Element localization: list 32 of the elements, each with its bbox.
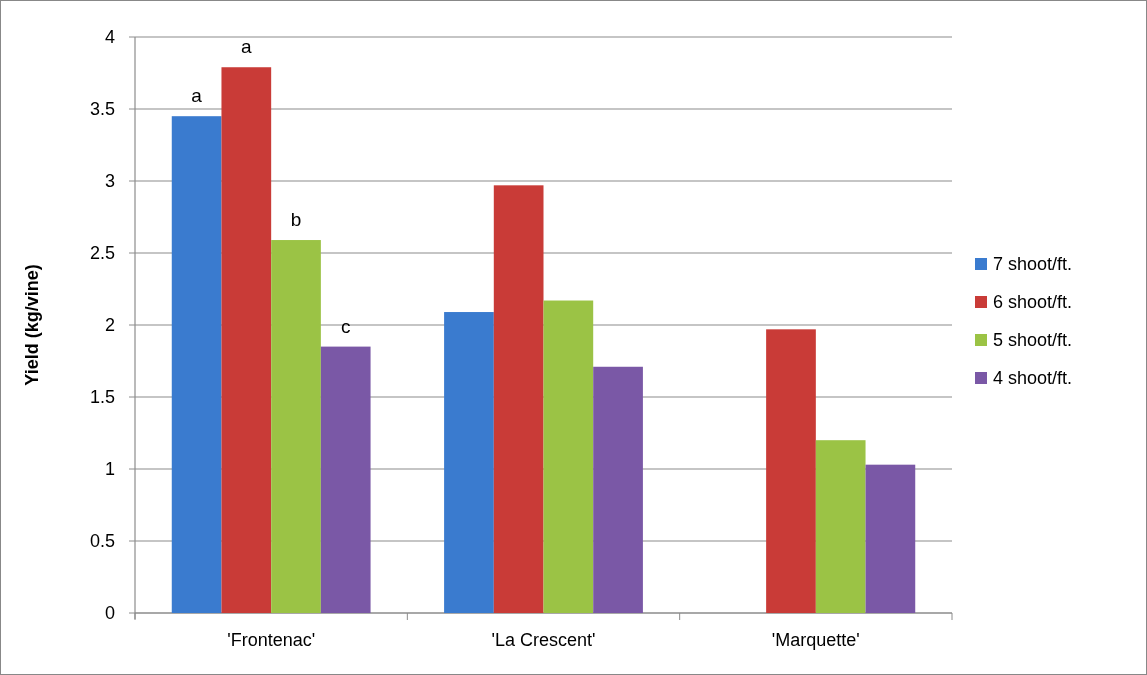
y-tick-label: 0 bbox=[104, 603, 115, 624]
y-tick-label: 4 bbox=[104, 27, 115, 48]
bar bbox=[221, 67, 272, 613]
legend-label: 7 shoot/ft. bbox=[993, 254, 1073, 275]
bar bbox=[271, 240, 321, 613]
bar bbox=[444, 312, 494, 613]
y-tick-label: 1.5 bbox=[89, 387, 115, 408]
x-tick-label: 'Frontenac' bbox=[227, 630, 316, 650]
y-tick-label: 0.5 bbox=[89, 531, 115, 552]
annotation: a bbox=[191, 85, 203, 107]
bar bbox=[171, 116, 222, 613]
bar bbox=[593, 366, 643, 613]
annotation: a bbox=[241, 36, 253, 58]
annotation: c bbox=[340, 315, 351, 337]
annotation: b bbox=[290, 209, 302, 231]
y-tick-label: 3 bbox=[104, 171, 115, 192]
x-tick-label: 'La Crescent' bbox=[491, 630, 596, 650]
bar bbox=[815, 440, 866, 613]
legend-label: 4 shoot/ft. bbox=[993, 368, 1073, 389]
legend-label: 6 shoot/ft. bbox=[993, 292, 1073, 313]
y-tick-label: 3.5 bbox=[89, 99, 115, 120]
bar bbox=[320, 346, 371, 613]
bar bbox=[865, 464, 916, 613]
y-tick-label: 1 bbox=[104, 459, 115, 480]
bar bbox=[766, 329, 816, 613]
legend-label: 5 shoot/ft. bbox=[993, 330, 1073, 351]
y-tick-label: 2.5 bbox=[89, 243, 115, 264]
bar bbox=[493, 185, 544, 613]
bar bbox=[543, 300, 594, 613]
y-tick-label: 2 bbox=[104, 315, 115, 336]
y-axis-title: Yield (kg/vine) bbox=[22, 264, 42, 386]
x-tick-label: 'Marquette' bbox=[771, 630, 860, 650]
